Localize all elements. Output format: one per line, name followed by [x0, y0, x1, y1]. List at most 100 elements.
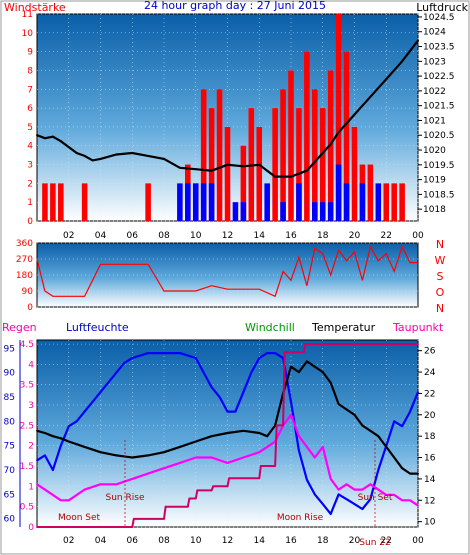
dewpoint-line-point [353, 488, 356, 491]
panel1-right-tick-label: 1020 [423, 146, 446, 156]
panel2-compass-label: N [436, 238, 444, 251]
wind-speed-bar [200, 89, 207, 221]
panel1-right-tick-label: 1024.5 [423, 13, 455, 23]
dewpoint-line-point [337, 488, 340, 491]
temperature-line-point [131, 456, 134, 459]
panel3-x-tick-label: 10 [190, 536, 202, 546]
humidity-line-point [298, 449, 300, 452]
rain-line-point [115, 526, 118, 528]
panel3-temp-tick-label: 26 [424, 347, 436, 357]
rain-line-point [228, 477, 230, 480]
pressure-point [274, 175, 277, 178]
rain-line [37, 343, 418, 528]
panel1-left-tick-label: 5 [27, 123, 33, 133]
wind-speed-bar [50, 183, 56, 221]
rain-line-point [304, 343, 307, 345]
humidity-line-point [409, 410, 411, 413]
wind-speed-bar [391, 183, 397, 221]
panel1-right-tick-label: 1021 [423, 116, 446, 126]
wind-gust-bar [335, 164, 342, 221]
temperature-line-point [36, 429, 38, 432]
dewpoint-line-point [385, 494, 388, 496]
pressure-point [385, 78, 388, 81]
pressure-point [51, 135, 54, 138]
panel1-right-tick-label: 1018 [423, 205, 446, 215]
temperature-line-point [305, 360, 308, 363]
dewpoint-line-point [361, 488, 364, 491]
panel1-x-tick-label: 16 [285, 231, 297, 241]
pressure-point [43, 137, 46, 140]
wind-speed-bar [145, 183, 151, 221]
panel3-x-tick-label: 08 [158, 536, 170, 546]
humidity-line-point [393, 420, 396, 423]
wind-speed-bar [312, 89, 318, 221]
pressure-point [417, 39, 419, 42]
panel3-rain-tick-label: 3.5 [20, 381, 34, 391]
pressure-point [194, 168, 197, 171]
wind-speed-bar [208, 108, 215, 221]
humidity-line-point [202, 371, 205, 374]
wind-speed-bar [304, 51, 310, 221]
panel1-right-tick-label: 1022 [423, 87, 446, 97]
dewpoint-line-point [115, 483, 118, 486]
pressure-point [369, 95, 372, 98]
panel1-right-tick-label: 1021.5 [423, 102, 455, 112]
rain-line-point [275, 424, 278, 427]
wind-gust-bar [343, 183, 350, 221]
rain-line-point [282, 424, 284, 427]
panel1-left-tick-label: 9 [27, 48, 33, 58]
astro-annotation: Sun Set [358, 493, 393, 503]
pressure-point [345, 122, 348, 125]
temperature-line-point [385, 445, 388, 448]
panel3-x-tick-label: 18 [317, 536, 329, 546]
humidity-line-point [139, 354, 142, 357]
panel1-right-axis-label: Luftdruck [416, 1, 468, 14]
panel3-temp-tick-label: 18 [424, 432, 436, 442]
panel2-compass-label: N [436, 302, 444, 315]
humidity-line-point [163, 352, 165, 355]
dewpoint-line-point [51, 494, 54, 496]
dewpoint-line-point [345, 483, 348, 486]
rain-line-point [163, 517, 165, 520]
panel3-rain-tick-label: 3 [28, 401, 34, 411]
panel3-temp-tick-label: 14 [424, 475, 436, 485]
pressure-point [401, 60, 404, 63]
wind-gust-bar [177, 183, 183, 221]
panel3-rain-tick-label: 2 [28, 442, 34, 452]
legend-rain: Regen [2, 321, 37, 334]
panel3-temp-tick-label: 20 [424, 411, 436, 421]
wind-speed-bar [335, 14, 342, 221]
panel1-x-tick-label: 08 [158, 231, 170, 241]
temperature-line-point [147, 454, 150, 457]
humidity-line-point [194, 357, 197, 359]
temperature-line-point [329, 381, 332, 384]
humidity-line-point [59, 444, 62, 447]
dewpoint-line-point [409, 499, 411, 502]
panel1-right-tick-label: 1023 [423, 57, 446, 67]
dewpoint-line-point [298, 435, 300, 438]
rain-line-point [258, 477, 261, 480]
rain-line-point [132, 517, 135, 520]
rain-line-point [226, 485, 229, 488]
legend-dewpoint: Taupunkt [392, 321, 444, 334]
panel1-x-tick-label: 00 [412, 231, 424, 241]
astro-annotation: Sun Rise [106, 493, 145, 503]
humidity-line-point [44, 454, 46, 457]
humidity-line-point [242, 391, 245, 394]
panel1-x-tick-label: 22 [381, 231, 392, 241]
temperature-line-point [417, 472, 419, 475]
dewpoint-line-point [44, 488, 46, 491]
wind-gust-bar [200, 183, 207, 221]
panel1-right-tick-label: 1018.5 [423, 190, 455, 200]
panel1-right-tick-label: 1019.5 [423, 161, 455, 171]
panel3-x-tick-label: 00 [412, 536, 424, 546]
panel3-rain-tick-label: 2.5 [20, 421, 34, 431]
panel3-humidity-tick-label: 90 [4, 369, 16, 379]
dewpoint-line-point [417, 504, 419, 507]
panel1-x-tick-label: 10 [190, 231, 202, 241]
panel3-humidity-tick-label: 60 [4, 515, 16, 525]
pressure-point [242, 165, 245, 168]
panel1-left-tick-label: 7 [27, 85, 33, 95]
dewpoint-line-point [178, 461, 181, 464]
